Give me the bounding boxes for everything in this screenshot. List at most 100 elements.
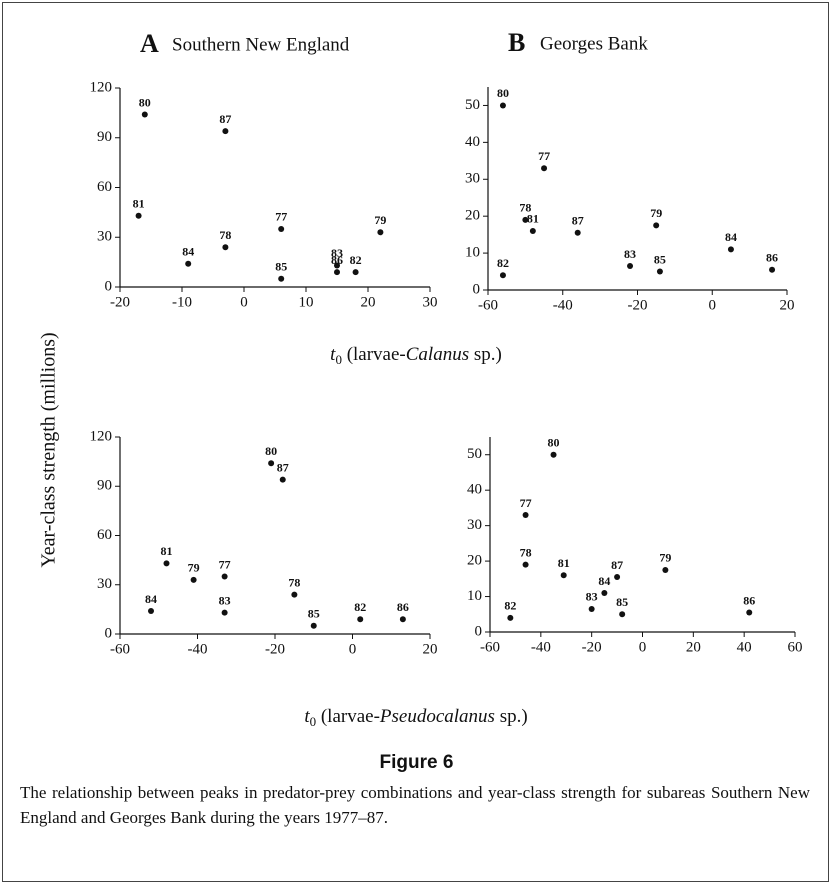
y-tick-label: 0: [105, 278, 113, 294]
point: [399, 616, 406, 623]
point: [377, 229, 384, 236]
y-tick-label: 0: [473, 281, 481, 297]
point: [541, 165, 548, 172]
point: [627, 263, 634, 270]
point-label: 78: [520, 545, 532, 559]
x-tick-label: 0: [709, 297, 717, 313]
point-label: 82: [497, 256, 509, 270]
point-label: 78: [288, 575, 300, 589]
y-tick-label: 10: [467, 588, 482, 604]
y-tick-label: 60: [97, 179, 112, 195]
point: [499, 102, 506, 109]
y-tick-label: 30: [465, 171, 480, 187]
point: [222, 128, 229, 135]
panel-letter: B: [508, 28, 525, 57]
point-label: 85: [616, 595, 628, 609]
point-label: 79: [188, 561, 200, 575]
x-axis-label-part: t: [304, 706, 310, 727]
point: [746, 609, 753, 616]
point: [662, 566, 669, 573]
y-tick-label: 50: [465, 97, 480, 113]
point: [163, 560, 170, 567]
y-tick-label: 20: [465, 208, 480, 224]
point-label: 85: [308, 607, 320, 621]
y-tick-label: 30: [97, 576, 112, 592]
point: [601, 590, 608, 596]
point-label: 87: [572, 214, 584, 228]
point-label: 82: [350, 253, 362, 267]
y-tick-label: 60: [97, 527, 112, 543]
point: [352, 269, 359, 276]
x-tick-label: -20: [628, 297, 648, 313]
point-label: 80: [548, 435, 560, 449]
point: [656, 268, 663, 275]
x-tick-label: 20: [361, 294, 376, 310]
y-tick-label: 90: [97, 129, 112, 145]
point: [522, 216, 529, 223]
point: [135, 212, 142, 219]
x-tick-label: -10: [172, 294, 192, 310]
x-axis-label: t0 (larvae-Calanus sp.): [330, 344, 502, 367]
point-label: 85: [654, 252, 666, 266]
figure-title: Figure 6: [379, 752, 454, 773]
point-label: 81: [527, 212, 539, 226]
x-tick-label: 60: [788, 639, 803, 655]
y-axis-label: Year-class strength (millions): [38, 332, 60, 567]
point: [291, 591, 298, 598]
point: [574, 229, 581, 236]
panel-title: Southern New England: [172, 34, 350, 55]
point-label: 81: [161, 544, 173, 558]
x-tick-label: -20: [582, 639, 602, 655]
point-label: 83: [219, 593, 231, 607]
point-label: 80: [139, 95, 151, 109]
point-label: 84: [725, 230, 737, 244]
x-tick-label: -20: [265, 641, 285, 657]
point: [529, 227, 536, 234]
point: [357, 616, 364, 623]
panel-letter: A: [140, 29, 159, 58]
x-tick-label: 20: [686, 639, 701, 655]
y-tick-label: 20: [467, 553, 482, 569]
point-label: 77: [520, 496, 532, 510]
x-tick-label: 40: [737, 639, 752, 655]
point-label: 80: [497, 86, 509, 100]
point-label: 85: [275, 259, 287, 273]
x-tick-label: 0: [240, 294, 248, 310]
y-tick-label: 90: [97, 478, 112, 494]
point-label: 77: [219, 557, 231, 571]
point-label: 87: [277, 460, 289, 474]
point-label: 86: [766, 250, 778, 264]
x-axis-label-part: sp.): [469, 344, 502, 365]
point: [560, 572, 567, 579]
point: [522, 512, 529, 518]
point: [278, 275, 285, 282]
point: [727, 246, 734, 253]
point-label: 77: [275, 210, 287, 224]
point: [507, 614, 514, 621]
y-tick-label: 120: [90, 79, 113, 95]
point: [141, 111, 148, 118]
x-axis-label-part: sp.): [495, 706, 528, 727]
x-tick-label: 20: [423, 641, 438, 657]
x-axis-label-part: Calanus: [406, 344, 469, 365]
x-tick-label: -60: [480, 639, 500, 655]
point: [522, 561, 529, 568]
x-tick-label: 0: [349, 641, 357, 657]
point-label: 80: [265, 444, 277, 458]
x-axis-label-part: (larvae-: [316, 706, 380, 727]
point-label: 83: [624, 247, 636, 261]
x-tick-label: 10: [299, 294, 314, 310]
point: [148, 608, 154, 615]
panel-title: Georges Bank: [540, 33, 648, 54]
x-tick-label: -60: [110, 641, 130, 657]
x-axis-label-part: 0: [310, 714, 317, 729]
point-label: 84: [145, 592, 157, 606]
point-label: 79: [374, 213, 386, 227]
point-label: 81: [133, 196, 145, 210]
point-label: 86: [743, 593, 755, 607]
point-label: 84: [598, 574, 610, 588]
point: [310, 622, 317, 629]
y-tick-label: 0: [475, 623, 483, 639]
point-label: 87: [611, 558, 623, 572]
